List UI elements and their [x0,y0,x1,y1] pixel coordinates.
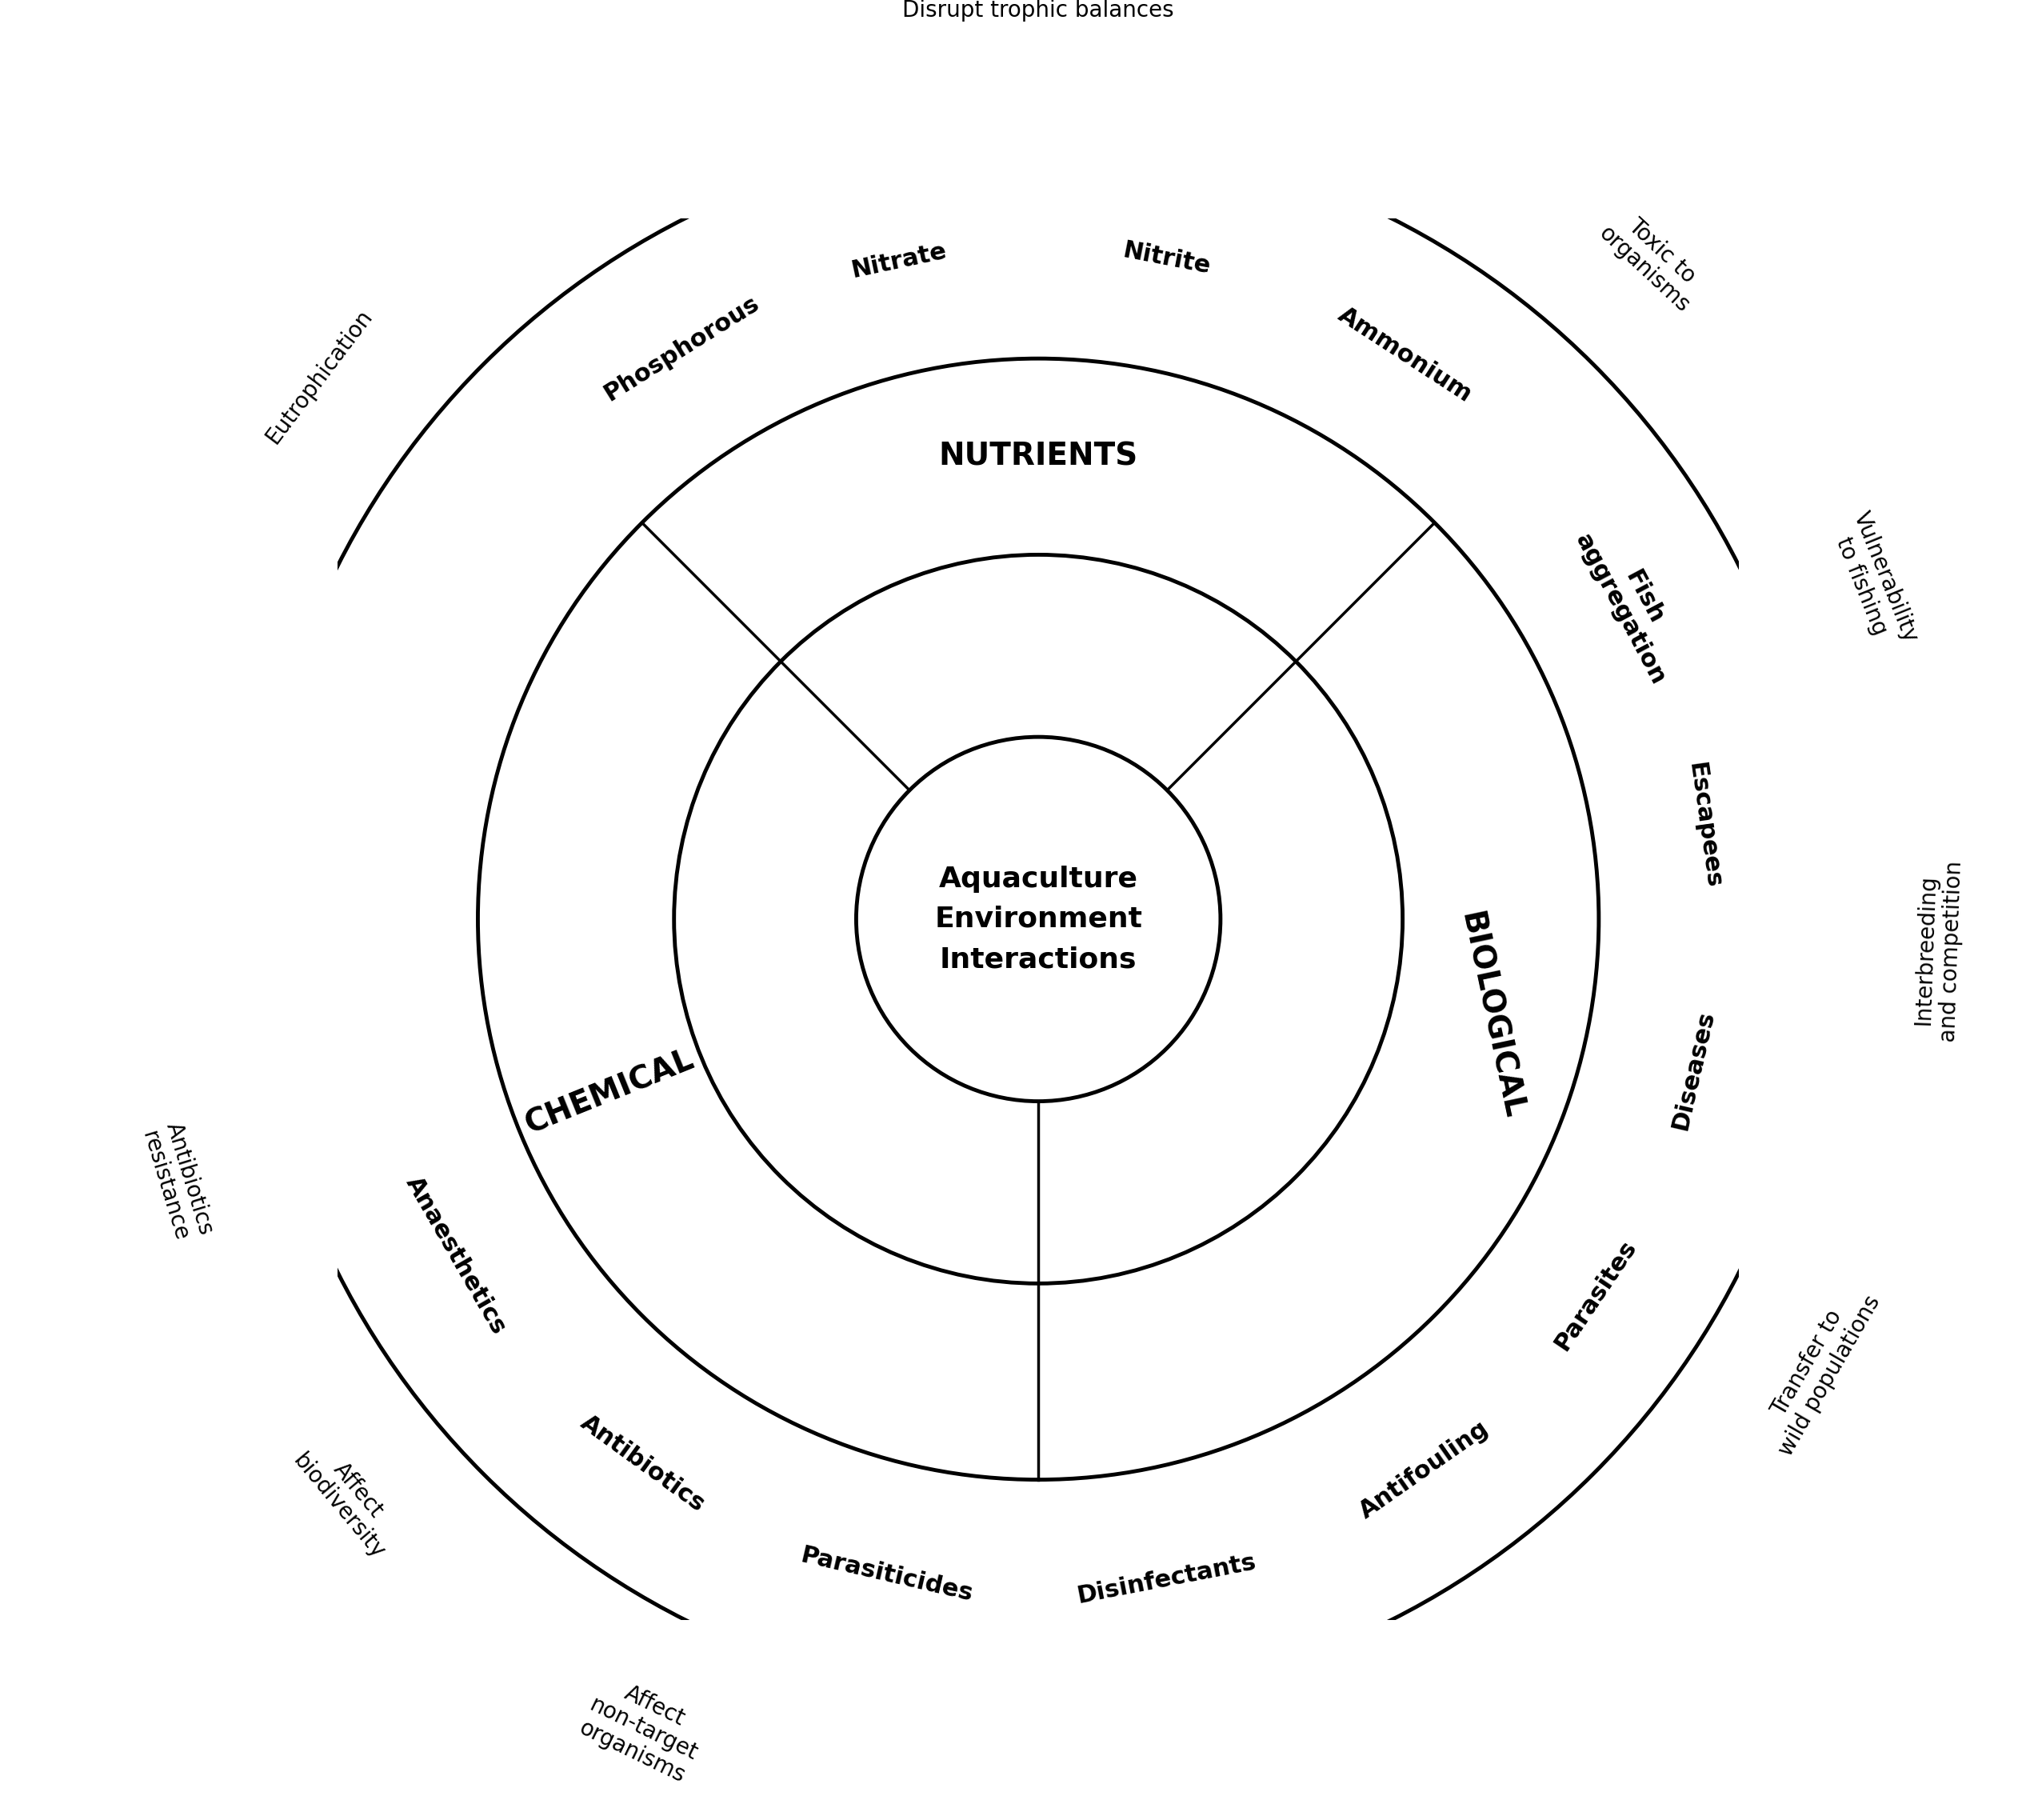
Text: Eutrophication: Eutrophication [261,306,377,448]
Text: Nitrate: Nitrate [849,240,948,282]
Text: Nitrite: Nitrite [1120,238,1212,278]
Text: NUTRIENTS: NUTRIENTS [938,442,1139,471]
Text: Diseases: Diseases [1669,1008,1718,1132]
Text: Transfer to
wild populations: Transfer to wild populations [1752,1279,1884,1460]
Text: Escapees: Escapees [1684,761,1724,890]
Text: Phosphorous: Phosphorous [600,291,764,406]
Text: Vulnerability
to fishing: Vulnerability to fishing [1825,508,1923,655]
Text: Antibiotics
resistance: Antibiotics resistance [136,1119,217,1245]
Text: Ammonium: Ammonium [1333,304,1475,408]
Text: BIOLOGICAL: BIOLOGICAL [1455,908,1528,1121]
Text: Interbreeding
and competition: Interbreeding and competition [1911,859,1965,1043]
Text: CHEMICAL: CHEMICAL [521,1045,699,1139]
Text: Anaesthetics: Anaesthetics [401,1172,511,1338]
Text: Antibiotics: Antibiotics [575,1410,709,1516]
Text: Aquaculture
Environment
Interactions: Aquaculture Environment Interactions [934,864,1143,974]
Text: Disinfectants: Disinfectants [1076,1551,1258,1609]
Text: Antifouling: Antifouling [1355,1418,1493,1523]
Text: Parasiticides: Parasiticides [798,1543,977,1605]
Text: Toxic to
organisms: Toxic to organisms [1594,204,1712,317]
Text: Affect
biodiversity: Affect biodiversity [288,1432,409,1563]
Text: Affect
non-target
organisms: Affect non-target organisms [575,1671,713,1787]
Text: Fish
aggregation: Fish aggregation [1570,517,1694,690]
Text: Disrupt trophic balances: Disrupt trophic balances [902,0,1175,22]
Text: Parasites: Parasites [1550,1236,1641,1354]
